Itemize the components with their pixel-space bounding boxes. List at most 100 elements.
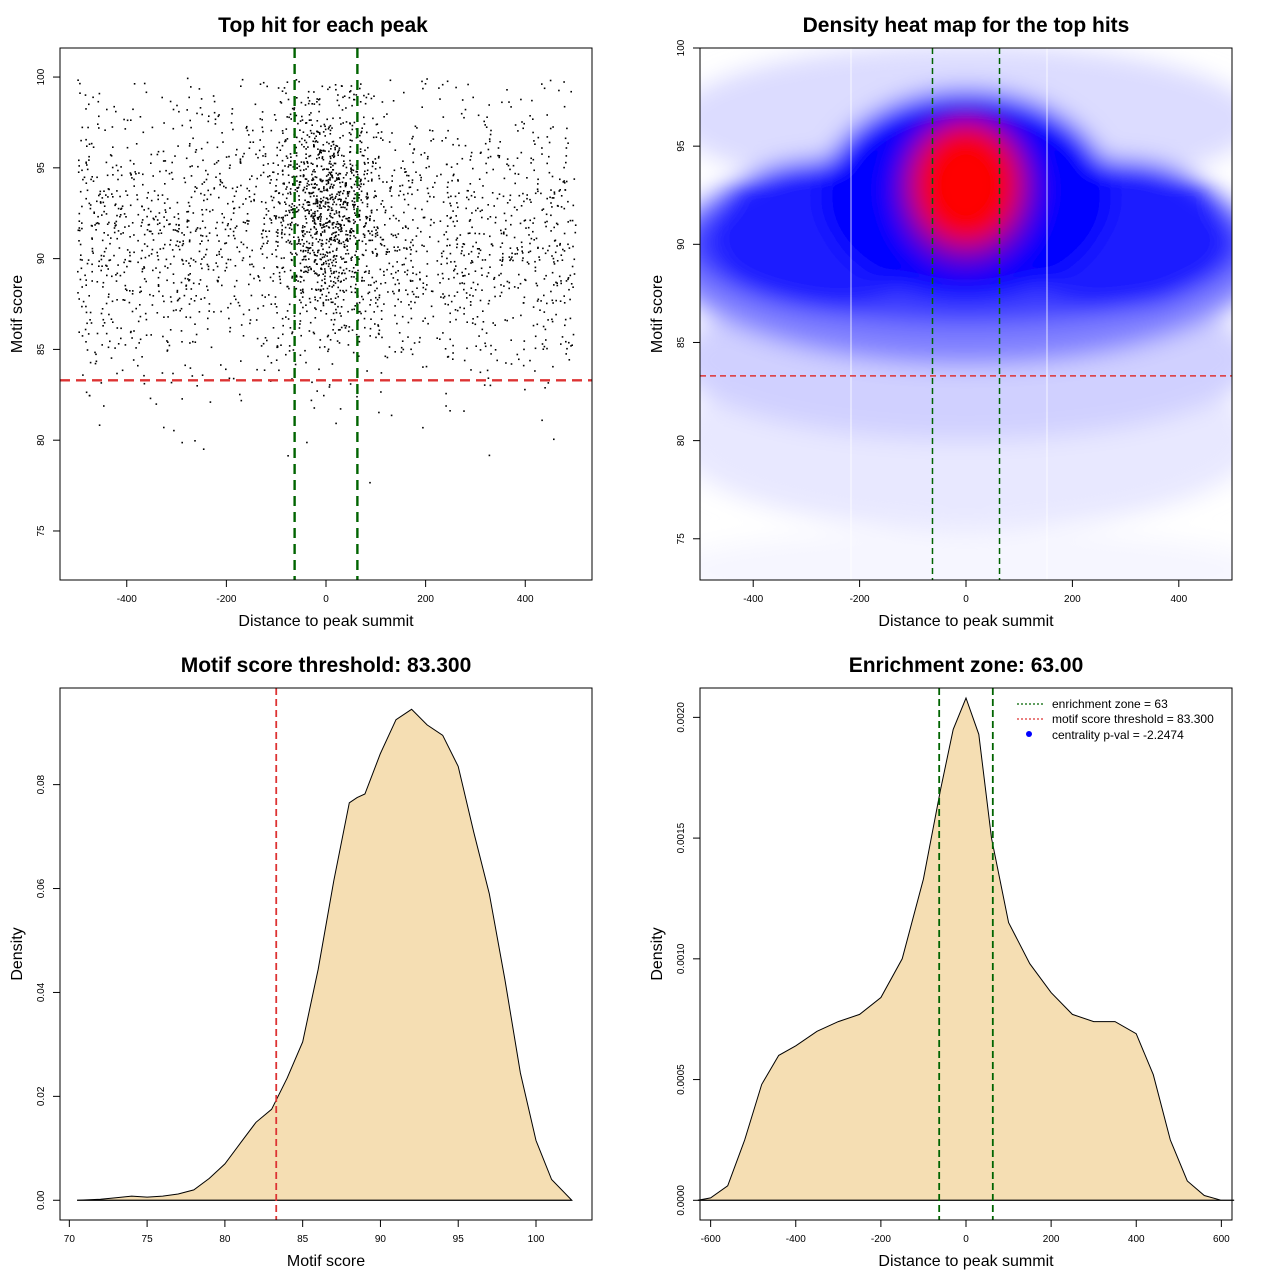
scatter-point (363, 226, 365, 228)
scatter-point (79, 82, 81, 85)
scatter-point (288, 211, 291, 214)
scatter-point (179, 309, 181, 312)
scatter-point (337, 305, 339, 308)
scatter-point (299, 289, 302, 291)
scatter-point (469, 219, 472, 221)
scatter-point (561, 259, 564, 261)
scatter-point (302, 250, 304, 253)
scatter-point (318, 188, 320, 190)
scatter-point (550, 202, 552, 204)
scatter-point (303, 207, 305, 210)
scatter-point (296, 97, 298, 99)
scatter-point (305, 246, 308, 249)
scatter-point (315, 202, 318, 204)
scatter-point (91, 250, 94, 253)
scatter-point (316, 195, 318, 197)
scatter-point (330, 166, 332, 168)
scatter-point (289, 188, 292, 190)
scatter-point (352, 219, 355, 221)
scatter-point (286, 116, 288, 118)
scatter-point (318, 131, 321, 134)
scatter-point (439, 282, 441, 284)
scatter-point (366, 169, 369, 172)
scatter-point (466, 297, 468, 299)
scatter-point (213, 111, 216, 114)
scatter-point (306, 182, 309, 185)
scatter-point (203, 194, 206, 196)
scatter-point (285, 353, 287, 356)
scatter-point (554, 251, 557, 254)
scatter-point (278, 271, 281, 274)
scatter-point (304, 209, 306, 212)
scatter-point (89, 311, 92, 314)
scatter-point (401, 315, 404, 318)
scatter-point (458, 192, 460, 194)
scatter-point (309, 129, 312, 132)
scatter-point (477, 114, 480, 117)
scatter-point (403, 263, 405, 266)
scatter-point (376, 209, 378, 211)
scatter-point (328, 86, 331, 89)
scatter-point (178, 228, 180, 230)
scatter-point (85, 161, 87, 164)
scatter-point (456, 291, 459, 293)
scatter-point (170, 171, 173, 174)
scatter-point (520, 205, 523, 207)
scatter-point (301, 230, 303, 232)
scatter-point (330, 183, 333, 186)
scatter-point (388, 346, 391, 348)
scatter-point (85, 391, 88, 394)
scatter-point (568, 341, 570, 344)
scatter-point (133, 251, 135, 254)
scatter-point (371, 234, 374, 236)
scatter-point (164, 160, 167, 162)
scatter-point (285, 92, 287, 95)
scatter-point (550, 189, 552, 191)
scatter-point (290, 243, 293, 245)
scatter-point (181, 259, 184, 262)
scatter-point (224, 242, 226, 245)
scatter-point (371, 239, 374, 242)
scatter-point (319, 151, 321, 153)
scatter-point (380, 131, 383, 133)
scatter-point (399, 185, 401, 187)
scatter-point (349, 146, 352, 148)
scatter-point (398, 290, 400, 292)
scatter-point (330, 196, 332, 199)
scatter-point (307, 209, 309, 211)
scatter-point (248, 147, 251, 149)
scatter-point (358, 215, 361, 218)
scatter-point (318, 207, 321, 209)
scatter-point (276, 346, 278, 349)
scatter-point (534, 270, 537, 272)
scatter-point (308, 212, 310, 215)
scatter-point (523, 348, 525, 351)
scatter-point (494, 295, 496, 298)
scatter-point (307, 102, 310, 105)
scatter-point (375, 195, 377, 198)
scatter-point (135, 143, 138, 145)
scatter-point (329, 237, 331, 240)
scatter-point (445, 137, 447, 139)
scatter-point (320, 233, 322, 235)
scatter-point (416, 287, 418, 289)
scatter-point (360, 141, 363, 144)
scatter-point (292, 184, 294, 186)
scatter-point (206, 263, 209, 266)
scatter-point (323, 231, 326, 233)
legend-entry-threshold: motif score threshold = 83.300 (1052, 712, 1214, 726)
scatter-point (260, 247, 262, 250)
scatter-point (313, 251, 315, 254)
scatter-point (328, 291, 330, 294)
scatter-point (292, 208, 294, 210)
scatter-point (353, 222, 355, 225)
scatter-point (382, 238, 385, 241)
scatter-point (379, 242, 382, 245)
scatter-point (422, 282, 425, 284)
scatter-point (353, 276, 355, 278)
scatter-point (303, 271, 305, 273)
scatter-point (224, 269, 226, 272)
scatter-point (565, 280, 568, 282)
scatter-point (292, 349, 295, 351)
scatter-point (107, 268, 109, 270)
